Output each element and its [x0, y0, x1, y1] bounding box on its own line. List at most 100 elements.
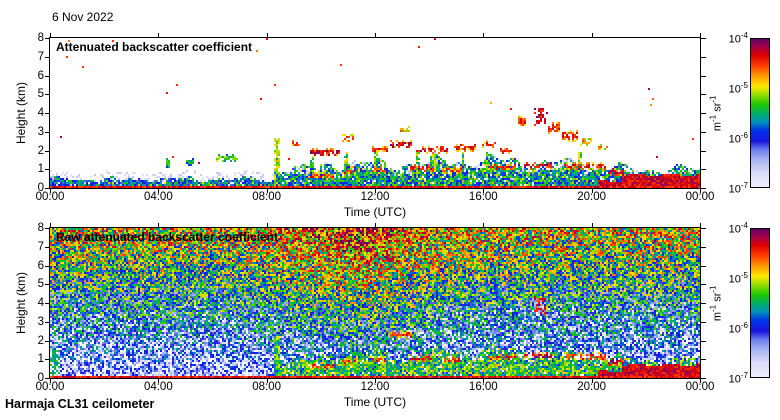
x-tick-label: 00:00: [685, 381, 715, 393]
y-axis-tick: [701, 341, 706, 342]
y-axis-tick: [701, 322, 706, 323]
y-tick-label: 3: [37, 315, 44, 328]
x-axis-tick: [50, 378, 51, 383]
y-axis-tick: [45, 228, 50, 229]
colorbar-tick-label: 10-5: [702, 81, 748, 96]
colorbar-tick-label: 10-7: [702, 181, 748, 196]
unit-exponent: -1: [708, 285, 718, 293]
x-axis-tick: [158, 188, 159, 193]
colorbar-tick-base: 10: [728, 273, 741, 286]
unit-exponent: -1: [708, 304, 718, 312]
y-axis-tick: [45, 94, 50, 95]
x-axis-tick: [483, 33, 484, 38]
y-tick-label: 5: [37, 278, 44, 291]
x-tick-label: 00:00: [35, 381, 65, 393]
y-tick-label: 8: [37, 222, 44, 234]
colorbar-tick-exponent: -7: [740, 181, 748, 190]
x-tick-label: 08:00: [252, 381, 282, 393]
y-tick-label: 0: [37, 182, 44, 194]
colorbar-tick-exponent: -6: [740, 321, 748, 330]
y-axis-tick: [701, 359, 706, 360]
x-axis-tick: [700, 33, 701, 38]
y-axis-tick: [45, 322, 50, 323]
unit-exponent: -1: [708, 95, 718, 103]
bottom-colorbar: [750, 228, 770, 378]
x-tick-label: 16:00: [468, 381, 498, 393]
x-tick-label: 12:00: [360, 191, 390, 203]
x-axis-tick: [50, 188, 51, 193]
y-axis-tick: [701, 151, 706, 152]
x-tick-label: 08:00: [252, 191, 282, 203]
bottom-panel-title: Raw attenuated backscatter coefficient: [56, 230, 279, 244]
y-axis-tick: [701, 303, 706, 304]
y-axis-tick: [45, 151, 50, 152]
colorbar-tick-base: 10: [728, 133, 741, 146]
y-axis-tick: [45, 341, 50, 342]
y-axis-tick: [45, 378, 50, 379]
y-tick-label: 6: [37, 259, 44, 272]
y-tick-label: 8: [37, 32, 44, 44]
y-tick-label: 1: [37, 353, 44, 366]
colorbar-tick-exponent: -5: [740, 81, 748, 90]
y-axis-tick: [45, 359, 50, 360]
date-label: 6 Nov 2022: [52, 10, 114, 24]
y-axis-tick: [45, 57, 50, 58]
x-axis-tick: [158, 33, 159, 38]
y-axis-tick: [701, 113, 706, 114]
colorbar-tick-exponent: -6: [740, 131, 748, 140]
y-axis-tick: [701, 38, 706, 39]
x-axis-tick: [700, 223, 701, 228]
raw-attenuated-backscatter-heatmap: [50, 228, 700, 378]
y-tick-label: 6: [37, 69, 44, 82]
colorbar-tick-label: 10-4: [702, 31, 748, 46]
y-tick-label: 3: [37, 125, 44, 138]
x-tick-label: 00:00: [35, 191, 65, 203]
x-axis-tick: [483, 378, 484, 383]
x-axis-tick: [50, 33, 51, 38]
y-tick-label: 0: [37, 372, 44, 384]
x-axis-tick: [267, 33, 268, 38]
y-axis-tick: [45, 169, 50, 170]
bottom-panel-y-tick-labels: 8 7 6 5 4 3 2 1 0: [14, 221, 44, 385]
colorbar-tick-label: 10-6: [702, 131, 748, 146]
colorbar-tick-label: 10-5: [702, 271, 748, 286]
unit-text: sr: [711, 292, 724, 305]
colorbar-tick-exponent: -5: [740, 271, 748, 280]
y-axis-tick: [701, 188, 706, 189]
x-axis-tick: [158, 378, 159, 383]
colorbar-tick-base: 10: [728, 373, 741, 386]
x-tick-label: 12:00: [360, 381, 390, 393]
x-tick-label: 16:00: [468, 191, 498, 203]
x-axis-tick: [267, 188, 268, 193]
colorbar-tick-base: 10: [728, 323, 741, 336]
y-axis-tick: [45, 247, 50, 248]
y-axis-tick: [45, 76, 50, 77]
y-axis-tick: [701, 247, 706, 248]
colorbar-tick-exponent: -4: [740, 221, 748, 230]
x-axis-tick: [158, 223, 159, 228]
y-axis-tick: [701, 378, 706, 379]
y-tick-label: 7: [37, 240, 44, 253]
x-tick-label: 20:00: [577, 191, 607, 203]
x-tick-label: 04:00: [143, 381, 173, 393]
x-axis-tick: [375, 378, 376, 383]
top-panel-x-tick-labels: 00:00 04:00 08:00 12:00 16:00 20:00 00:00: [25, 191, 725, 203]
colorbar-tick-label: 10-6: [702, 321, 748, 336]
y-tick-label: 7: [37, 50, 44, 63]
colorbar-tick-base: 10: [728, 33, 741, 46]
attenuated-backscatter-heatmap: [50, 38, 700, 188]
y-tick-label: 1: [37, 163, 44, 176]
top-colorbar: [750, 38, 770, 188]
x-axis-tick: [375, 188, 376, 193]
x-axis-tick: [592, 188, 593, 193]
x-axis-tick: [483, 223, 484, 228]
colorbar-tick-exponent: -4: [740, 31, 748, 40]
y-axis-tick: [701, 266, 706, 267]
y-axis-tick: [45, 132, 50, 133]
top-colorbar-unit-label: m-1 sr-1: [709, 38, 724, 188]
y-axis-tick: [45, 284, 50, 285]
top-panel-y-tick-labels: 8 7 6 5 4 3 2 1 0: [14, 31, 44, 195]
y-axis-tick: [45, 303, 50, 304]
y-axis-tick: [701, 169, 706, 170]
